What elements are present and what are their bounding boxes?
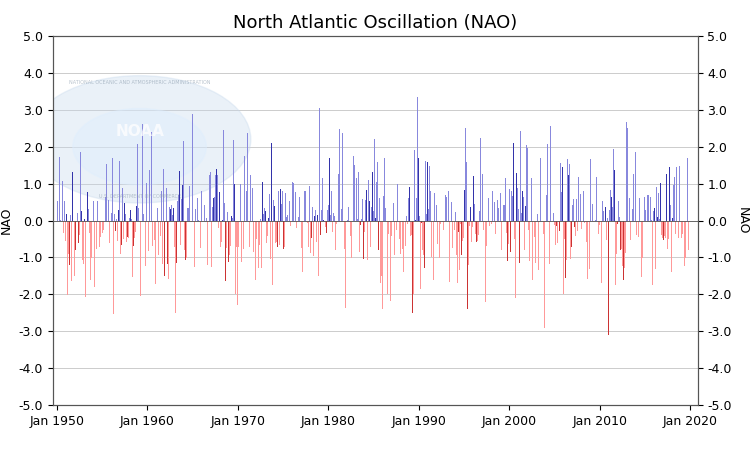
- Text: NOAA: NOAA: [116, 125, 164, 140]
- Text: NATIONAL OCEANIC AND ATMOSPHERIC ADMINISTRATION: NATIONAL OCEANIC AND ATMOSPHERIC ADMINIS…: [69, 80, 210, 85]
- Y-axis label: NAO: NAO: [0, 207, 13, 234]
- Title: North Atlantic Oscillation (NAO): North Atlantic Oscillation (NAO): [233, 14, 518, 32]
- Circle shape: [73, 108, 206, 185]
- Circle shape: [28, 76, 251, 203]
- Y-axis label: NAO: NAO: [736, 207, 748, 234]
- Text: U.S. DEPARTMENT OF COMMERCE: U.S. DEPARTMENT OF COMMERCE: [98, 194, 181, 199]
